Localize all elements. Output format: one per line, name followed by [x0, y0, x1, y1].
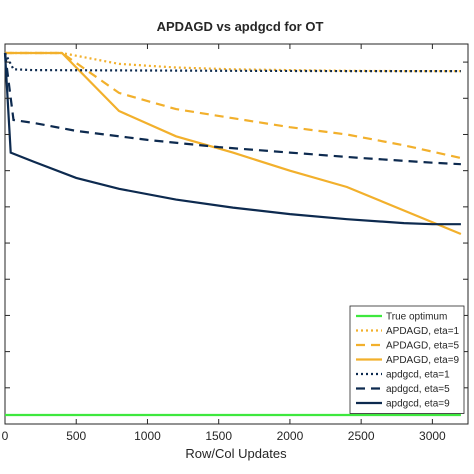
x-tick-label: 2500 [348, 429, 375, 443]
x-tick-label: 500 [66, 429, 86, 443]
chart-title: APDAGD vs apdgcd for OT [157, 19, 324, 34]
legend-entry-label: APDAGD, eta=9 [386, 355, 460, 366]
x-tick-label: 0 [2, 429, 9, 443]
legend-entry-label: APDAGD, eta=5 [386, 341, 460, 352]
series-line-2 [5, 51, 462, 160]
x-tick-label: 3000 [419, 429, 446, 443]
legend-entry-label: True optimum [386, 312, 447, 323]
series-line-1 [5, 51, 461, 73]
x-tick-label: 1000 [134, 429, 161, 443]
legend-entry-label: apdgcd, eta=1 [386, 370, 450, 381]
series-layer [3, 51, 462, 417]
legend-entry-label: apdgcd, eta=9 [386, 399, 450, 410]
x-tick-label: 2000 [277, 429, 304, 443]
legend: True optimum APDAGD, eta=1 APDAGD, eta=5 AP… [349, 305, 465, 414]
legend-entry-label: APDAGD, eta=1 [386, 326, 460, 337]
series-line-3 [5, 51, 462, 236]
series-line-5 [3, 52, 461, 166]
series-line-4 [4, 52, 461, 73]
x-tick-label: 1500 [205, 429, 232, 443]
x-axis-label: Row/Col Updates [185, 446, 287, 461]
axis-ticks: 0 500 1000 1500 2000 2500 3000 [2, 44, 468, 443]
series-line-6 [3, 52, 461, 226]
legend-entry-label: apdgcd, eta=5 [386, 384, 450, 395]
